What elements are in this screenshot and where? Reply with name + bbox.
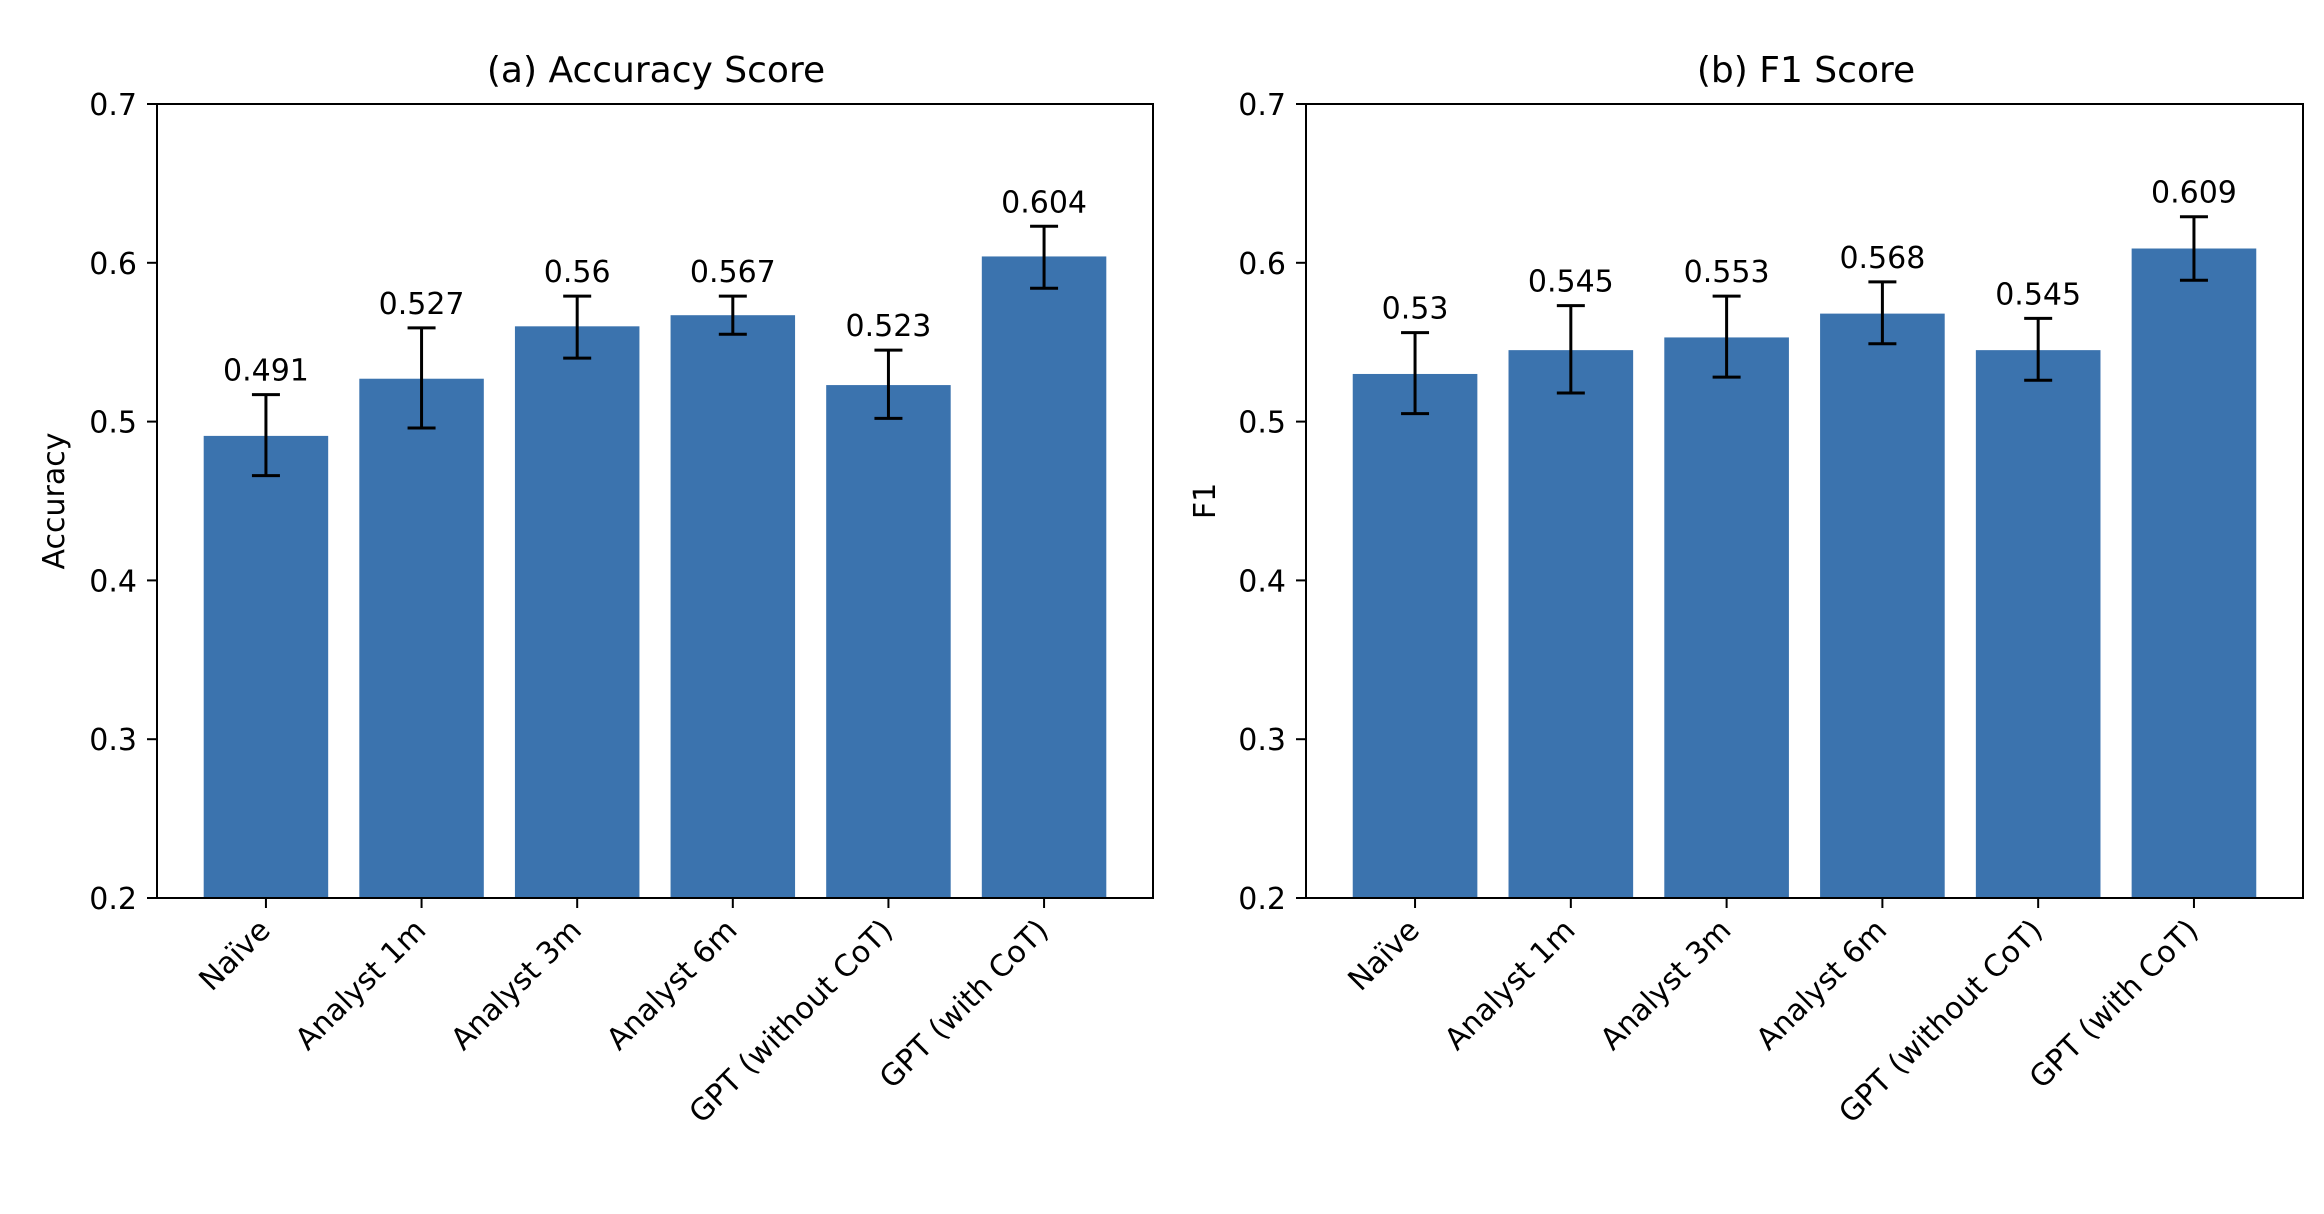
f1-y-tick-label: 0.7 bbox=[1238, 88, 1286, 123]
f1-bar bbox=[1975, 350, 2101, 898]
f1-bar bbox=[2131, 248, 2257, 898]
f1-error-bar bbox=[2024, 316, 2053, 382]
accuracy-error-bar bbox=[718, 294, 747, 336]
accuracy-x-tick-label: Naïve bbox=[192, 913, 277, 998]
accuracy-data-label: 0.491 bbox=[223, 354, 309, 389]
accuracy-data-label: 0.567 bbox=[690, 255, 776, 290]
accuracy-data-label: 0.56 bbox=[544, 255, 611, 290]
f1-panel: (b) F1 Score F1 0.53 0.545 0.553 0.568 0.545… bbox=[1188, 50, 2304, 1130]
f1-y-tick-label: 0.6 bbox=[1238, 247, 1286, 282]
f1-data-label: 0.545 bbox=[1528, 265, 1614, 300]
accuracy-error-bar bbox=[251, 393, 280, 478]
f1-data-label: 0.609 bbox=[2151, 176, 2237, 211]
f1-y-tick-label: 0.4 bbox=[1238, 564, 1286, 599]
accuracy-y-tick-label: 0.3 bbox=[89, 723, 137, 758]
accuracy-data-label: 0.527 bbox=[379, 287, 465, 322]
accuracy-y-tick-label: 0.4 bbox=[89, 564, 137, 599]
accuracy-error-bar bbox=[1030, 224, 1059, 290]
f1-bar bbox=[1664, 337, 1789, 898]
accuracy-x-tick-label: Analyst 1m bbox=[289, 913, 433, 1057]
f1-data-label: 0.545 bbox=[1995, 277, 2081, 312]
accuracy-y-tick-label: 0.7 bbox=[89, 88, 137, 123]
accuracy-x-tick-label: GPT (with CoT) bbox=[873, 913, 1056, 1096]
accuracy-error-bar bbox=[407, 326, 436, 430]
accuracy-bar bbox=[981, 256, 1107, 898]
accuracy-chart-title: (a) Accuracy Score bbox=[487, 50, 825, 91]
f1-x-tick-label: Analyst 3m bbox=[1594, 913, 1738, 1057]
f1-bar bbox=[1352, 373, 1478, 899]
accuracy-y-tick-label: 0.2 bbox=[89, 882, 137, 917]
f1-error-bar bbox=[1712, 294, 1741, 379]
f1-y-tick-label: 0.5 bbox=[1238, 406, 1286, 441]
accuracy-bar bbox=[670, 315, 796, 899]
f1-error-bar bbox=[1556, 304, 1585, 395]
f1-y-axis-label: F1 bbox=[1188, 483, 1223, 519]
accuracy-error-bar bbox=[563, 294, 592, 360]
f1-chart-title: (b) F1 Score bbox=[1697, 50, 1915, 91]
f1-data-label: 0.553 bbox=[1684, 255, 1770, 290]
accuracy-bar bbox=[359, 378, 484, 898]
accuracy-bar bbox=[514, 326, 640, 898]
f1-x-tick-label: Analyst 1m bbox=[1438, 913, 1582, 1057]
accuracy-bar bbox=[826, 385, 951, 898]
f1-y-tick-label: 0.3 bbox=[1238, 723, 1286, 758]
accuracy-axes-frame bbox=[156, 103, 1154, 899]
f1-bar bbox=[1508, 350, 1634, 898]
f1-error-bar bbox=[2179, 215, 2208, 282]
accuracy-y-tick-label: 0.6 bbox=[89, 247, 137, 282]
f1-data-label: 0.53 bbox=[1382, 292, 1449, 327]
f1-error-bar bbox=[1401, 331, 1430, 416]
f1-x-tick-label: Analyst 6m bbox=[1750, 913, 1894, 1057]
accuracy-y-axis-label: Accuracy bbox=[37, 433, 72, 570]
f1-x-tick-label: GPT (with CoT) bbox=[2023, 913, 2206, 1096]
accuracy-bar bbox=[203, 435, 329, 898]
f1-x-tick-label: Naïve bbox=[1342, 913, 1427, 998]
f1-data-label: 0.568 bbox=[1839, 241, 1925, 276]
f1-y-tick-label: 0.2 bbox=[1238, 882, 1286, 917]
accuracy-data-label: 0.523 bbox=[845, 309, 931, 344]
accuracy-data-label: 0.604 bbox=[1001, 185, 1087, 220]
accuracy-error-bar bbox=[874, 348, 903, 420]
accuracy-x-tick-label: Analyst 6m bbox=[600, 913, 744, 1057]
accuracy-x-tick-label: Analyst 3m bbox=[444, 913, 588, 1057]
accuracy-y-tick-label: 0.5 bbox=[89, 406, 137, 441]
f1-error-bar bbox=[1868, 280, 1897, 346]
f1-bar bbox=[1820, 313, 1945, 899]
accuracy-panel: (a) Accuracy Score Accuracy 0.491 0.527 0.… bbox=[37, 50, 1154, 1130]
f1-axes-frame bbox=[1305, 103, 2304, 899]
